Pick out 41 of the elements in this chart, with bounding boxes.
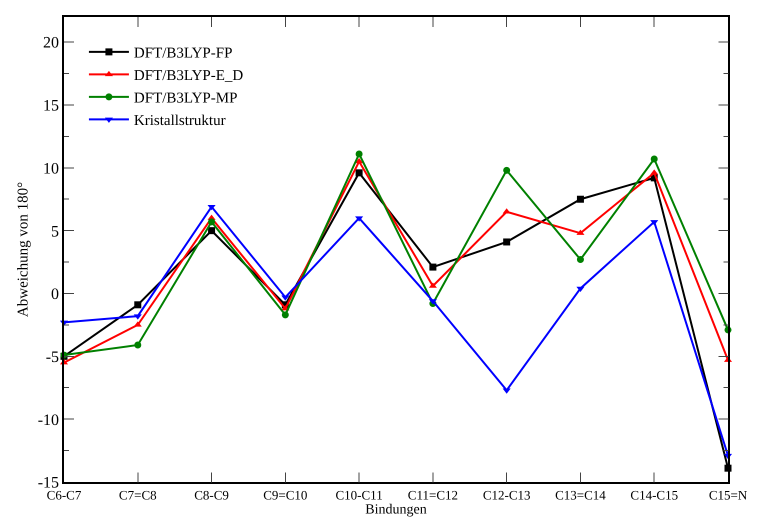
y-tick-label: 15 [43, 98, 60, 115]
x-tick-label: C8-C9 [194, 487, 229, 502]
point [650, 169, 658, 175]
x-tick-label: C13=C14 [555, 487, 606, 502]
point [134, 314, 142, 320]
x-tick-label: C7=C8 [118, 487, 157, 502]
y-tick-label: -5 [46, 348, 60, 366]
x-axis-title: Bindungen [365, 502, 427, 518]
point [576, 196, 584, 203]
y-tick-label: 5 [51, 223, 60, 240]
point [134, 321, 142, 327]
legend-label: DFT/B3LYP-MP [134, 90, 238, 107]
point [428, 282, 437, 288]
x-tick-label: C15=N [708, 487, 748, 502]
legend-label: Kristallstruktur [134, 113, 226, 130]
legend-label: DFT/B3LYP-FP [134, 46, 232, 62]
point [428, 299, 437, 305]
point [356, 150, 363, 158]
x-tick-label: C14-C15 [630, 487, 678, 502]
point [503, 166, 510, 174]
y-tick-label: 20 [43, 34, 60, 52]
x-tick-label: C12-C13 [482, 487, 531, 502]
point [503, 238, 510, 246]
x-tick-label: C10-C11 [336, 487, 383, 502]
y-tick-label: 10 [43, 160, 60, 178]
legend-label: DFT/B3LYP-E_D [134, 68, 244, 84]
point [282, 311, 289, 318]
y-tick-label: -10 [38, 412, 60, 429]
point [355, 216, 364, 222]
point [576, 256, 584, 264]
y-axis-title: Abweichung von 180° [15, 182, 32, 318]
point [134, 301, 142, 308]
x-tick-label: C9=C10 [263, 487, 308, 502]
point [208, 218, 216, 226]
x-tick-label: C11=C12 [408, 487, 458, 502]
y-tick-label: 0 [51, 286, 60, 304]
point [134, 342, 142, 349]
point [356, 169, 363, 176]
point [650, 156, 658, 163]
point [429, 264, 436, 271]
point [208, 227, 216, 234]
